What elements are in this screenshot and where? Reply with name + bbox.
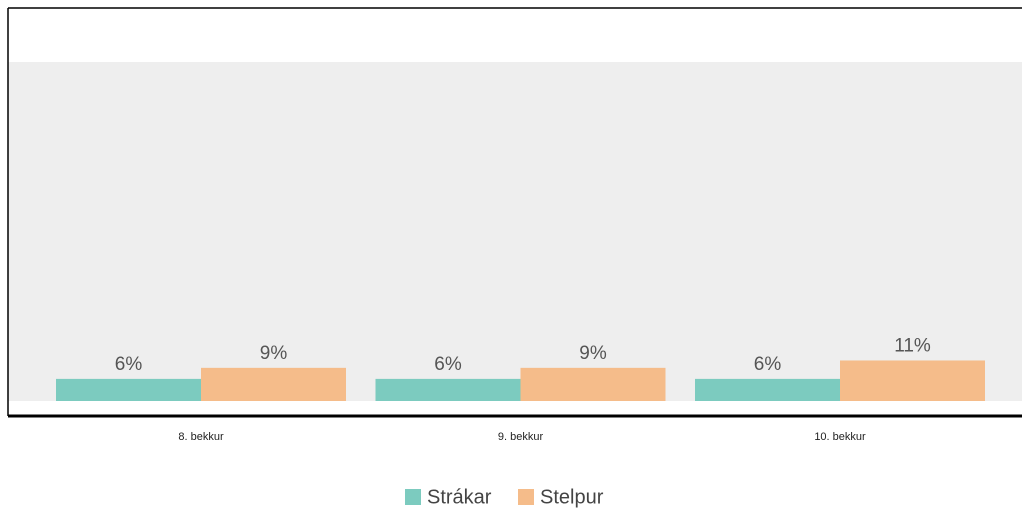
plot-area <box>8 62 1022 401</box>
value-label: 9% <box>579 343 607 364</box>
legend-label: Strákar <box>427 486 492 508</box>
bar <box>695 378 840 401</box>
value-label: 9% <box>260 343 288 364</box>
value-label: 6% <box>434 354 462 375</box>
bar <box>201 367 346 401</box>
legend-label: Stelpur <box>540 486 604 508</box>
x-tick-label: 8. bekkur <box>178 431 224 443</box>
value-label: 11% <box>894 335 931 356</box>
bar <box>840 360 985 401</box>
bar <box>56 378 201 401</box>
legend-swatch <box>405 489 421 505</box>
bar <box>520 367 666 401</box>
x-tick-label: 9. bekkur <box>498 431 544 443</box>
x-tick-label: 10. bekkur <box>814 431 866 443</box>
value-label: 6% <box>754 354 782 375</box>
legend-swatch <box>518 489 534 505</box>
value-label: 6% <box>115 354 143 375</box>
bar <box>375 378 521 401</box>
